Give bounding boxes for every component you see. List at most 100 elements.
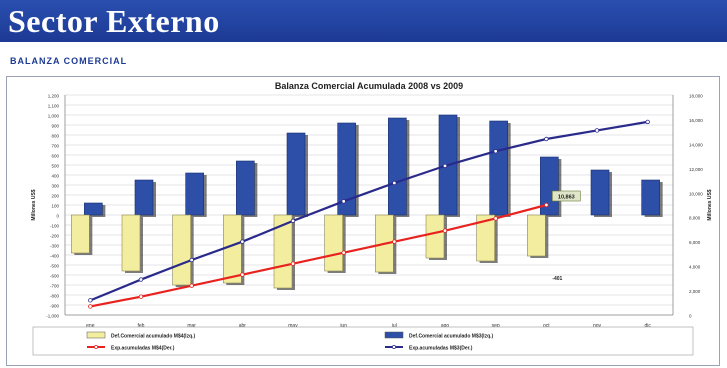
x-tick-label: sep <box>492 323 500 329</box>
x-tick-label: jun <box>339 323 347 329</box>
point-exports-2009 <box>290 218 296 224</box>
point-exports-2009 <box>392 180 397 186</box>
right-tick-label: 2,000 <box>689 289 701 294</box>
line-exports-2008 <box>90 203 547 308</box>
x-tick-label: may <box>288 323 298 329</box>
left-tick-label: 1,200 <box>48 94 60 99</box>
point-exports-2009 <box>645 119 650 125</box>
annotation-label-exports: 10,863 <box>558 195 575 201</box>
left-tick-label: -500 <box>50 264 60 269</box>
left-tick-label: -1,000 <box>46 314 59 319</box>
left-tick-label: 800 <box>51 134 59 139</box>
legend-label: Exp.acumuladas M$4(Der.) <box>111 346 175 352</box>
bar-2008 <box>476 214 495 262</box>
point-exports-2008 <box>493 216 498 221</box>
point-exports-2009 <box>442 163 448 169</box>
left-tick-label: 1,000 <box>48 114 60 119</box>
point-exports-2009 <box>88 298 93 303</box>
bar-2009 <box>641 179 660 216</box>
right-tick-label: 6,000 <box>689 240 701 245</box>
point-exports-2009 <box>189 257 194 263</box>
bar-2009 <box>84 202 103 216</box>
right-tick-label: 12,000 <box>689 167 703 172</box>
left-tick-label: 200 <box>51 194 59 199</box>
bar-2009 <box>134 179 154 216</box>
point-exports-2008 <box>341 250 346 255</box>
header-banner: Sector Externo <box>0 0 727 42</box>
point-exports-2009 <box>341 199 346 204</box>
bar-2009 <box>590 169 610 216</box>
legend-swatch <box>384 331 404 339</box>
left-tick-label: 700 <box>51 144 59 149</box>
right-tick-label: 0 <box>689 314 692 319</box>
point-exports-2008 <box>290 261 296 266</box>
bar-2008 <box>324 214 343 272</box>
bar-2008 <box>121 214 141 272</box>
chart-title: Balanza Comercial Acumulada 2008 vs 2009 <box>275 81 463 91</box>
left-tick-label: 100 <box>51 204 59 209</box>
page-title: Sector Externo <box>8 3 220 39</box>
point-exports-2009 <box>544 136 549 142</box>
x-tick-label: oct <box>543 323 550 329</box>
right-tick-label: 18,000 <box>689 94 703 99</box>
right-tick-label: 14,000 <box>689 142 703 147</box>
bar-2008 <box>71 214 90 254</box>
bar-2008 <box>527 214 546 257</box>
left-tick-label: 1,100 <box>48 104 60 109</box>
trade-balance-chart: Balanza Comercial Acumulada 2008 vs 2009… <box>31 81 713 356</box>
legend-label: Def.Comercial acumulado M$3(Izq.) <box>409 334 494 340</box>
line-exports-2009 <box>89 120 648 302</box>
right-tick-label: 4,000 <box>689 265 701 270</box>
left-tick-label: 600 <box>51 154 59 159</box>
y-axis-label-right: Millones US$ <box>707 189 713 220</box>
legend-box <box>32 326 694 356</box>
bar-2009 <box>489 120 508 216</box>
left-tick-label: 0 <box>56 214 59 219</box>
left-tick-label: -100 <box>50 224 60 229</box>
annotation-box <box>552 190 581 202</box>
bar-2009 <box>286 132 306 216</box>
legend-swatch <box>86 331 106 339</box>
left-tick-label: -800 <box>50 294 60 299</box>
point-exports-2008 <box>189 283 194 288</box>
left-tick-label: -700 <box>50 284 60 289</box>
legend-marker <box>94 345 98 349</box>
bar-2009 <box>185 172 204 216</box>
right-tick-label: 10,000 <box>689 191 703 196</box>
bar-2009 <box>388 117 407 216</box>
annotation-label-deficit: -401 <box>552 276 562 282</box>
legend-label: Def.Comercial acumulado M$4(Izq.) <box>111 334 196 340</box>
chart-frame: Balanza Comercial Acumulada 2008 vs 2009… <box>6 76 720 366</box>
point-exports-2009 <box>240 239 245 244</box>
right-tick-label: 16,000 <box>689 118 703 123</box>
x-tick-label: nov <box>593 323 602 329</box>
left-tick-label: 400 <box>51 174 59 179</box>
point-exports-2008 <box>88 304 93 309</box>
left-tick-label: 500 <box>51 164 59 169</box>
legend-label: Exp.acumuladas M$3(Der.) <box>409 346 473 352</box>
point-exports-2008 <box>442 228 448 233</box>
left-tick-label: -300 <box>50 244 60 249</box>
left-tick-label: -600 <box>50 274 60 279</box>
point-exports-2009 <box>493 149 498 154</box>
y-axis-label-left: Millones US$ <box>31 189 37 220</box>
point-exports-2009 <box>594 128 600 133</box>
point-exports-2008 <box>240 272 245 277</box>
x-tick-label: mar <box>187 323 196 329</box>
legend-marker <box>392 345 396 349</box>
left-tick-label: -900 <box>50 304 60 309</box>
bar-2009 <box>236 160 255 216</box>
x-tick-label: abr <box>239 323 247 329</box>
x-tick-label: ene <box>86 323 95 329</box>
section-label: BALANZA COMERCIAL <box>10 56 128 66</box>
point-exports-2008 <box>392 239 397 244</box>
x-tick-label: ago <box>441 323 450 329</box>
point-exports-2008 <box>138 294 144 299</box>
x-tick-label: feb <box>138 323 145 329</box>
bar-2008 <box>223 214 242 284</box>
left-tick-label: 300 <box>51 184 59 189</box>
x-tick-label: dic <box>644 323 651 329</box>
bar-2008 <box>273 214 293 289</box>
point-exports-2009 <box>138 277 144 282</box>
left-tick-label: 900 <box>51 124 59 129</box>
